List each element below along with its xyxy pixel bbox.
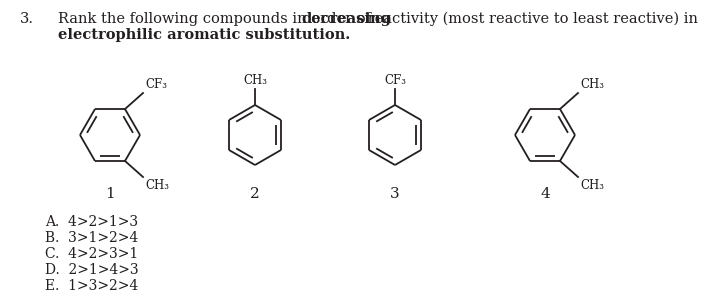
Text: CH₃: CH₃ (580, 78, 604, 91)
Text: decreasing: decreasing (301, 12, 391, 26)
Text: C.  4>2>3>1: C. 4>2>3>1 (45, 247, 138, 261)
Text: CF₃: CF₃ (145, 78, 167, 91)
Text: 3.: 3. (20, 12, 34, 26)
Text: 3: 3 (390, 187, 400, 201)
Text: 1: 1 (105, 187, 115, 201)
Text: electrophilic aromatic substitution.: electrophilic aromatic substitution. (58, 28, 350, 42)
Text: B.  3>1>2>4: B. 3>1>2>4 (45, 231, 138, 245)
Text: CF₃: CF₃ (384, 74, 406, 87)
Text: 2: 2 (250, 187, 260, 201)
Text: CH₃: CH₃ (580, 179, 604, 192)
Text: E.  1>3>2>4: E. 1>3>2>4 (45, 279, 138, 293)
Text: CH₃: CH₃ (243, 74, 267, 87)
Text: A.  4>2>1>3: A. 4>2>1>3 (45, 215, 138, 229)
Text: CH₃: CH₃ (145, 179, 169, 192)
Text: reactivity (most reactive to least reactive) in: reactivity (most reactive to least react… (363, 12, 698, 26)
Text: 4: 4 (540, 187, 550, 201)
Text: Rank the following compounds in order of: Rank the following compounds in order of (58, 12, 376, 26)
Text: D.  2>1>4>3: D. 2>1>4>3 (45, 263, 139, 277)
